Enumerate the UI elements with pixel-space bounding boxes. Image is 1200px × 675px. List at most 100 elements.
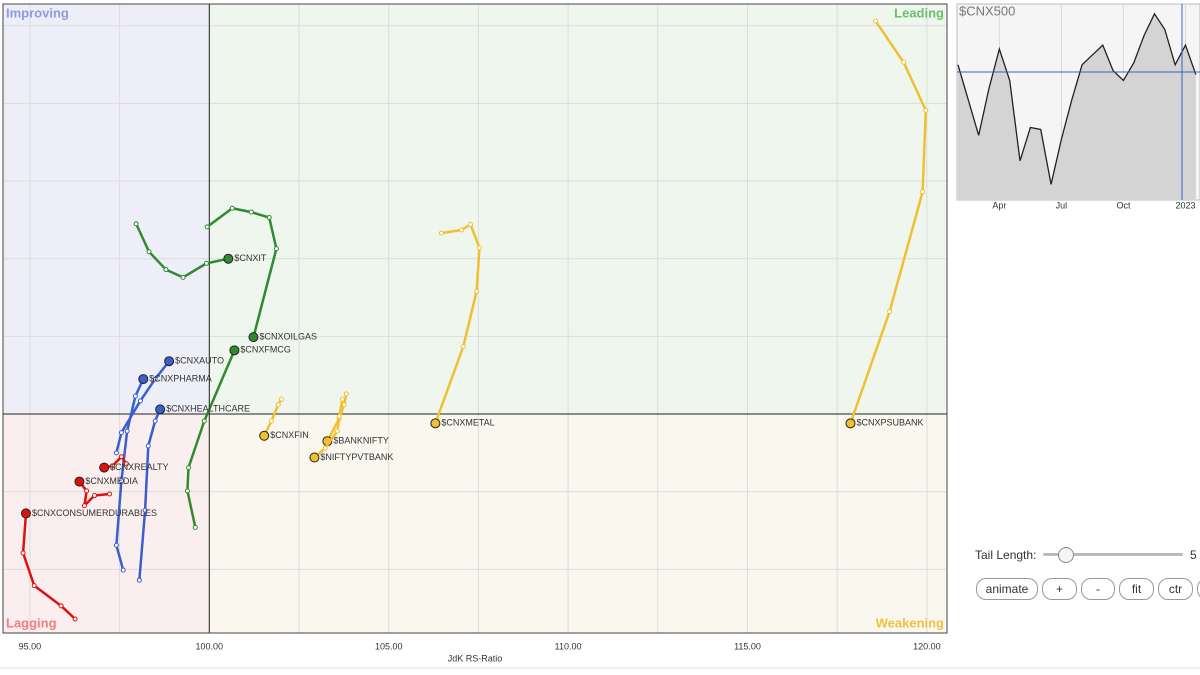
head-point [99,462,110,473]
tail-point [152,418,158,424]
x-tick-label: 115.00 [734,641,761,651]
tail-point [120,567,126,573]
tail-point [336,413,342,419]
tail-point [322,445,328,451]
tail-point [133,221,139,227]
tail-point [109,463,115,469]
tail-length-label: Tail Length: [975,548,1037,562]
head-point [138,374,149,385]
tail-point [192,524,198,530]
tail-point [201,418,207,424]
quadrant-label: Lagging [6,615,57,630]
tail-point [123,461,129,467]
tail-point [476,245,482,251]
tail [263,398,283,437]
mini-chart-title: $CNX500 [959,3,1015,18]
head-point [74,476,85,487]
tail-point [887,309,893,315]
series-label: $CNXOILGAS [259,332,317,342]
tail-point [31,583,37,589]
tail [206,206,278,338]
tail-point [118,478,124,484]
series-label: $CNXMEDIA [85,476,138,486]
tail-point [460,343,466,349]
x-tick-label: 105.00 [375,641,403,651]
tail-point [459,227,465,233]
head-point [229,345,240,356]
tail-point [438,230,444,236]
series-label: $CNXAUTO [175,356,224,366]
series-label: $CNXPSUBANK [856,418,923,428]
tail-point [152,376,158,382]
slider-thumb[interactable] [1058,547,1074,563]
x-tick-label: 100.00 [196,641,224,651]
tail-point [184,488,190,494]
series-label: $BANKNIFTY [333,436,389,446]
series-label: $CNXCONSUMERDURABLES [32,508,157,518]
series-label: $CNXPHARMA [149,373,212,383]
x-tick-label: Apr [992,200,1006,210]
area [958,13,1196,200]
button[interactable]: animate [976,578,1038,600]
head-point [248,332,259,343]
tail-point [204,224,210,230]
tail-point [124,428,130,434]
button[interactable]: - [1081,578,1115,600]
tail-point [923,107,929,113]
quadrant-lagging [3,414,210,633]
tail-point [113,542,119,548]
tail-point [137,398,143,404]
series-label: $CNXIT [234,253,267,263]
x-tick-label: Oct [1116,200,1131,210]
tail-point [920,189,926,195]
tail-point [339,396,345,402]
x-axis-label: JdK RS-Ratio [448,653,503,663]
tail-point [91,493,97,499]
quadrant-label: Leading [894,5,944,20]
tail-point [185,465,191,471]
series-label: $CNXHEALTHCARE [166,404,250,414]
line [957,12,1197,185]
tail-point [118,430,124,436]
series-label: $CNXFIN [270,430,309,440]
tail-point [84,488,90,494]
tail-point [901,59,907,65]
head-point [259,430,270,441]
button[interactable]: ctr [1158,578,1193,600]
tail-point [474,288,480,294]
tail-point [278,396,284,402]
tail-point [58,603,64,609]
x-tick-label: Jul [1056,200,1068,210]
button[interactable]: + [1042,578,1077,600]
tail-point [20,550,26,556]
tail-point [343,391,349,397]
head-point [164,356,175,367]
tail [134,223,229,279]
tail-point [163,267,169,273]
head-point [430,418,441,429]
tail [326,393,348,442]
button[interactable]: fit [1119,578,1154,600]
head-point [155,404,166,415]
tail-point [146,249,152,255]
series-label: $CNXFMCG [240,345,291,355]
x-tick-label: 95.00 [19,641,42,651]
head-point [309,452,320,463]
head-point [845,418,856,429]
tail-point [275,402,281,408]
slider-track [1043,553,1183,556]
tail-point [229,205,235,211]
tail-point [873,18,879,24]
tail-point [273,246,279,252]
x-tick-label: 2023 [1175,200,1195,210]
tail-point [268,418,274,424]
tail-point [81,503,87,509]
series-label: $NIFTYPVTBANK [320,452,393,462]
series-label: $CNXMETAL [441,418,494,428]
tail-point [180,274,186,280]
tail-length-value: 5 [1190,548,1197,562]
tail-point [142,507,148,513]
tail-point [132,393,138,399]
tail-point [107,491,113,497]
